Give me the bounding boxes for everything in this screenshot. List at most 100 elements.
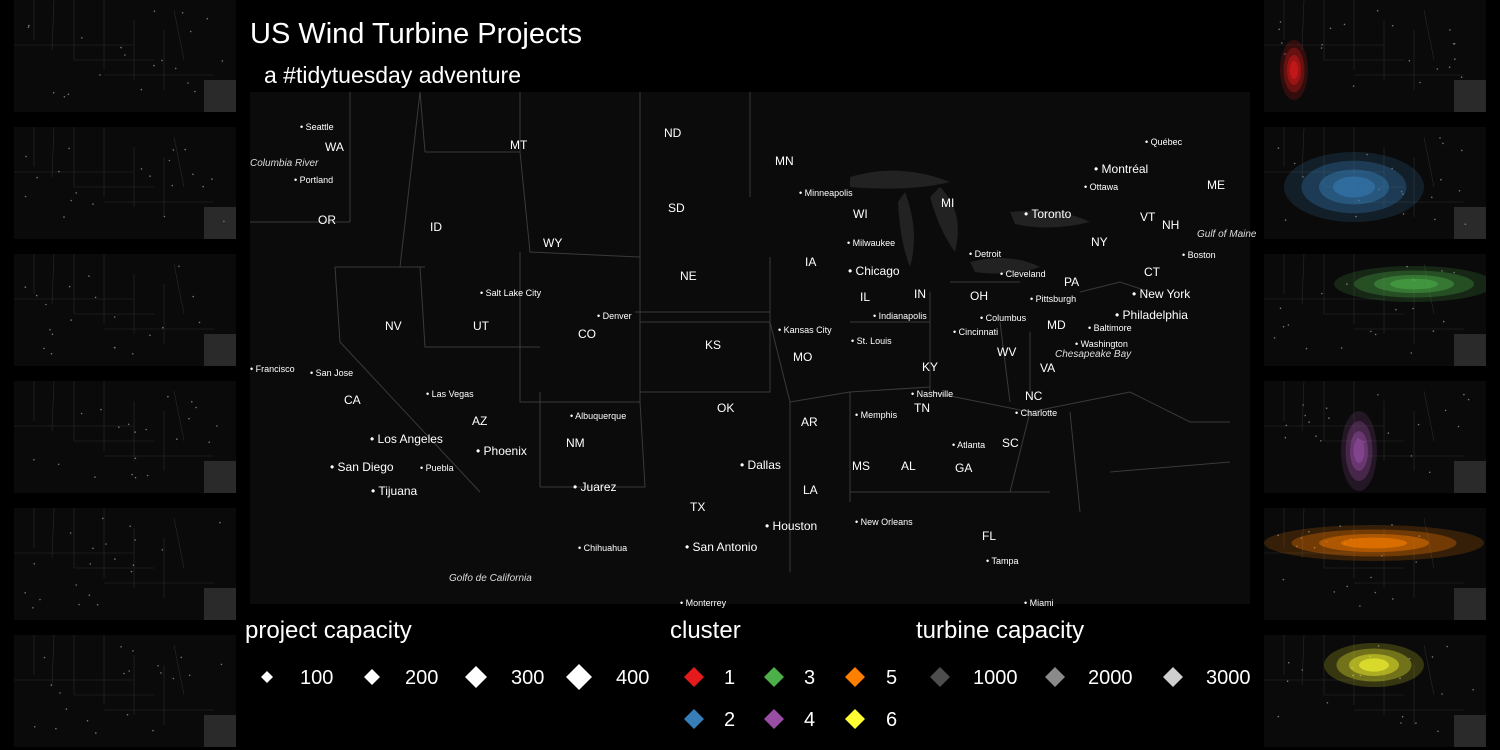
state-label-wy: WY xyxy=(543,236,563,250)
mini-map-city-dot xyxy=(153,64,155,67)
mini-map-city-dot xyxy=(120,46,122,49)
water-label-columbia-river: Columbia River xyxy=(250,158,319,169)
mini-map-city-dot xyxy=(129,525,131,527)
mini-map-city-dot xyxy=(1444,409,1447,412)
state-label-ar: AR xyxy=(801,415,818,429)
mini-map-city-dot xyxy=(1300,537,1303,539)
mini-map-city-dot xyxy=(65,708,68,710)
mini-map-city-dot xyxy=(146,474,149,477)
mini-map-city-dot xyxy=(1464,223,1467,225)
lake-shape xyxy=(1010,210,1090,228)
legend-cluster-6: 6 xyxy=(886,709,898,731)
legend-project-capacity-symbol-1 xyxy=(261,671,273,683)
mini-map-city-dot xyxy=(88,594,91,596)
mini-map-city-dot xyxy=(1392,598,1394,600)
mini-map-city-dot xyxy=(24,286,27,288)
mini-map-city-dot xyxy=(1431,196,1433,199)
page-title: US Wind Turbine Projects xyxy=(250,18,583,50)
state-label-mn: MN xyxy=(775,154,794,168)
mini-map-city-dot xyxy=(223,220,225,223)
mini-map-city-dot xyxy=(1391,24,1394,27)
mini-map-borders xyxy=(14,635,214,725)
mini-map-city-dot xyxy=(1346,283,1348,285)
mini-map-city-dot xyxy=(1432,330,1435,332)
mini-map-city-dot xyxy=(1273,337,1276,339)
mini-map-city-dot xyxy=(68,147,70,150)
mini-map-city-dot xyxy=(1395,308,1397,311)
mini-map-city-dot xyxy=(1415,722,1417,724)
mini-map-city-dot xyxy=(195,406,197,409)
mini-map-city-dot xyxy=(1402,213,1405,215)
legend-cluster-5: 5 xyxy=(886,667,898,689)
mini-map-city-dot xyxy=(176,438,178,440)
cluster-5-map xyxy=(14,508,236,620)
density-contour-cluster-4 xyxy=(1353,439,1365,463)
state-label-ny: NY xyxy=(1091,235,1108,249)
mini-map-city-dot xyxy=(1284,53,1286,55)
mini-map-city-dot xyxy=(1279,21,1282,23)
mini-map-border-path xyxy=(1264,254,1464,344)
cluster-6-density xyxy=(1264,635,1486,747)
mini-map-city-dot xyxy=(1442,320,1445,323)
city-label-pittsburgh: • Pittsburgh xyxy=(1030,294,1077,304)
mini-map-ocean xyxy=(1454,80,1486,112)
mini-map-city-dot xyxy=(1446,645,1448,648)
legend-cluster-symbol-2 xyxy=(684,709,704,729)
mini-map-city-dot xyxy=(1461,149,1463,152)
mini-map-city-dot xyxy=(1374,591,1377,594)
legend-turbine-capacity-2000: 2000 xyxy=(1088,667,1133,689)
mini-map-city-dot xyxy=(1321,292,1323,295)
mini-map-city-dot xyxy=(140,168,143,170)
mini-map-city-dot xyxy=(39,598,41,601)
mini-map-city-dot xyxy=(163,215,166,218)
mini-map-city-dot xyxy=(167,395,169,398)
mini-map-city-dot xyxy=(1467,398,1470,401)
state-label-nm: NM xyxy=(566,436,585,450)
cluster-4-map xyxy=(14,381,236,493)
mini-map-city-dot xyxy=(1448,66,1451,68)
mini-map-city-dot xyxy=(1436,68,1439,70)
mini-map-city-dot xyxy=(1419,81,1421,84)
cluster-3-map-panel xyxy=(14,254,236,366)
state-label-nd: ND xyxy=(664,126,682,140)
state-label-ca: CA xyxy=(344,393,361,407)
mini-map-city-dot xyxy=(140,88,143,91)
mini-map-city-dot xyxy=(1400,190,1403,193)
mini-map-ocean xyxy=(204,715,236,747)
legend-cluster-title: cluster xyxy=(670,617,741,644)
state-label-vt: VT xyxy=(1140,210,1156,224)
mini-map-city-dot xyxy=(1325,407,1328,409)
cluster-6-density-panel xyxy=(1264,635,1486,747)
state-label-id: ID xyxy=(430,220,442,234)
mini-map-city-dot xyxy=(1325,540,1328,543)
mini-map-city-dot xyxy=(67,93,70,96)
mini-map-city-dot xyxy=(1329,27,1332,30)
city-label-miami: • Miami xyxy=(1024,598,1054,608)
water-label-golfo-de-california: Golfo de California xyxy=(449,573,532,584)
city-label-new-orleans: • New Orleans xyxy=(855,517,913,527)
mini-map-city-dot xyxy=(1308,421,1310,423)
legend-project-capacity-symbol-3 xyxy=(465,666,487,688)
mini-map-city-dot xyxy=(1369,655,1371,658)
mini-map-city-dot xyxy=(1293,162,1296,165)
lake-shape xyxy=(850,170,950,189)
mini-map-borders xyxy=(14,508,214,598)
state-label-ga: GA xyxy=(955,461,973,475)
state-label-wa: WA xyxy=(325,140,344,154)
mini-map-city-dot xyxy=(49,328,51,331)
mini-map-city-dot xyxy=(78,603,80,606)
mini-map-city-dot xyxy=(132,353,134,355)
mini-map-city-dot xyxy=(181,12,184,14)
mini-map-city-dot xyxy=(1406,265,1408,268)
mini-map-city-dot xyxy=(100,408,102,411)
city-label-san-diego: • San Diego xyxy=(330,460,394,474)
mini-map-city-dot xyxy=(1431,656,1434,658)
mini-map-city-dot xyxy=(172,677,175,680)
city-label-albuquerque: • Albuquerque xyxy=(570,411,627,421)
cluster-2-density-panel xyxy=(1264,127,1486,239)
city-label-washington: • Washington xyxy=(1075,339,1128,349)
legend-project-capacity-100: 100 xyxy=(300,667,334,689)
state-label-ky: KY xyxy=(922,360,939,374)
state-label-mo: MO xyxy=(793,350,813,364)
cluster-2-map-panel xyxy=(14,127,236,239)
